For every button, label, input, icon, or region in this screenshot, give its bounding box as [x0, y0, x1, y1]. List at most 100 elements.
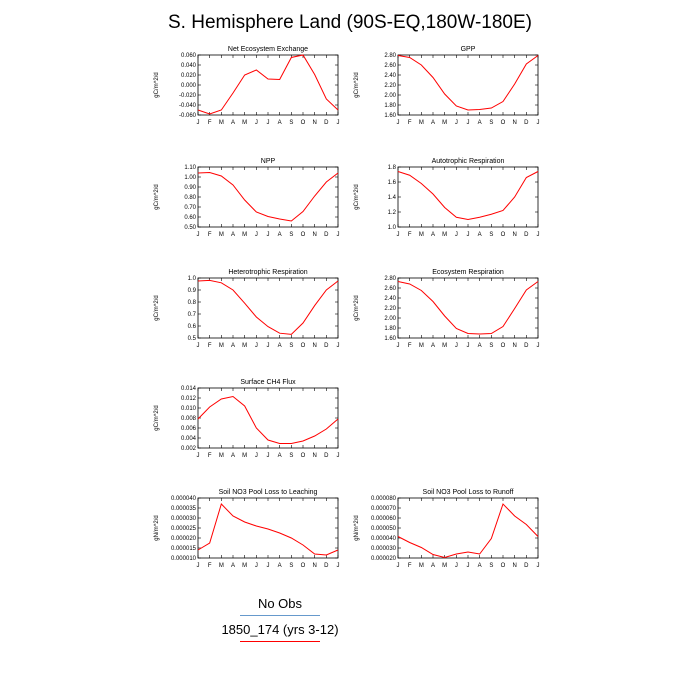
- x-tick-label: J: [537, 120, 540, 126]
- x-tick-label: N: [312, 120, 316, 126]
- y-tick-label: 0.000040: [171, 496, 197, 502]
- y-tick-label: 0.000030: [171, 516, 197, 522]
- x-tick-label: J: [255, 232, 258, 238]
- y-axis-label: gC/m^2/d: [354, 72, 360, 98]
- y-tick-label: 0.000035: [171, 506, 197, 512]
- x-tick-label: J: [337, 120, 340, 126]
- x-tick-label: F: [208, 563, 212, 569]
- x-tick-label: S: [489, 232, 493, 238]
- x-tick-label: M: [242, 232, 247, 238]
- x-tick-label: D: [324, 120, 329, 126]
- y-tick-label: 2.60: [384, 63, 396, 69]
- chart-title: Net Ecosystem Exchange: [228, 46, 308, 53]
- x-tick-label: A: [231, 232, 235, 238]
- x-tick-label: A: [278, 120, 282, 126]
- x-tick-label: J: [197, 343, 200, 349]
- y-axis-label: gC/m^2/d: [354, 295, 360, 321]
- x-tick-label: D: [524, 563, 529, 569]
- y-tick-label: 0.008: [181, 416, 197, 422]
- x-tick-label: N: [312, 232, 316, 238]
- x-tick-label: F: [208, 343, 212, 349]
- x-tick-label: S: [289, 120, 293, 126]
- x-tick-label: J: [267, 120, 270, 126]
- series-line: [197, 395, 339, 444]
- x-tick-label: A: [431, 232, 435, 238]
- x-tick-label: A: [278, 453, 282, 459]
- series-line: [397, 171, 539, 221]
- x-tick-label: M: [219, 453, 224, 459]
- series-line: [197, 503, 339, 556]
- legend-model-label: 1850_174 (yrs 3-12): [221, 622, 339, 637]
- chart-title: Soil NO3 Pool Loss to Runoff: [423, 489, 514, 496]
- x-tick-label: J: [197, 120, 200, 126]
- x-tick-label: J: [467, 343, 470, 349]
- x-tick-label: J: [267, 232, 270, 238]
- x-tick-label: M: [419, 343, 424, 349]
- x-tick-label: S: [289, 232, 293, 238]
- x-tick-label: M: [219, 120, 224, 126]
- series-line: [397, 503, 539, 559]
- x-tick-label: M: [219, 343, 224, 349]
- y-axis-label: gC/m^2/d: [154, 72, 160, 98]
- y-tick-label: 1.80: [384, 326, 396, 332]
- x-tick-label: F: [208, 232, 212, 238]
- x-tick-label: J: [467, 563, 470, 569]
- y-tick-label: 0.000050: [371, 526, 397, 532]
- y-tick-label: -0.020: [179, 93, 197, 99]
- x-tick-label: O: [301, 563, 306, 569]
- chart-title: Heterotrophic Respiration: [228, 269, 307, 276]
- x-tick-label: N: [512, 232, 516, 238]
- x-tick-label: A: [278, 343, 282, 349]
- y-tick-label: 2.00: [384, 93, 396, 99]
- x-tick-label: A: [431, 343, 435, 349]
- x-tick-label: M: [242, 343, 247, 349]
- x-tick-label: O: [501, 232, 506, 238]
- x-tick-label: N: [312, 453, 316, 459]
- plot-frame: [197, 387, 339, 449]
- y-tick-label: 1.6: [388, 180, 397, 186]
- y-tick-label: 1.4: [388, 195, 397, 201]
- y-tick-label: -0.060: [179, 113, 197, 119]
- x-tick-label: S: [489, 120, 493, 126]
- x-tick-label: A: [478, 232, 482, 238]
- y-tick-label: 2.60: [384, 286, 396, 292]
- page-title: S. Hemisphere Land (90S-EQ,180W-180E): [168, 12, 532, 33]
- y-tick-label: 0.002: [181, 446, 197, 452]
- x-tick-label: M: [242, 453, 247, 459]
- x-tick-label: J: [197, 563, 200, 569]
- x-tick-label: M: [442, 232, 447, 238]
- x-tick-label: M: [419, 120, 424, 126]
- chart-title: Soil NO3 Pool Loss to Leaching: [219, 489, 318, 496]
- y-tick-label: 0.80: [184, 195, 196, 201]
- x-tick-label: F: [208, 120, 212, 126]
- y-tick-label: 2.20: [384, 83, 396, 89]
- legend-model-line: [240, 641, 320, 642]
- x-tick-label: A: [478, 120, 482, 126]
- chart-leach: Soil NO3 Pool Loss to Leaching J F M A M J J A S O…: [154, 489, 340, 569]
- y-tick-label: 0.60: [184, 215, 196, 221]
- y-tick-label: 0.70: [184, 205, 196, 211]
- y-tick-label: 0.060: [181, 53, 197, 59]
- series-line: [197, 279, 339, 335]
- x-tick-label: O: [301, 453, 306, 459]
- legend: No Obs 1850_174 (yrs 3-12): [200, 596, 360, 648]
- x-tick-label: S: [289, 453, 293, 459]
- y-tick-label: 1.2: [388, 210, 397, 216]
- x-tick-label: S: [489, 563, 493, 569]
- y-tick-label: 0.006: [181, 426, 197, 432]
- x-tick-label: J: [255, 343, 258, 349]
- x-tick-label: D: [524, 343, 529, 349]
- x-tick-label: J: [267, 343, 270, 349]
- x-tick-label: J: [267, 453, 270, 459]
- x-tick-label: A: [278, 232, 282, 238]
- x-tick-label: O: [501, 563, 506, 569]
- x-tick-label: A: [231, 343, 235, 349]
- y-tick-label: 0.50: [184, 225, 196, 231]
- plot-frame: [397, 166, 539, 228]
- x-tick-label: F: [408, 232, 412, 238]
- legend-obs-label: No Obs: [257, 596, 303, 611]
